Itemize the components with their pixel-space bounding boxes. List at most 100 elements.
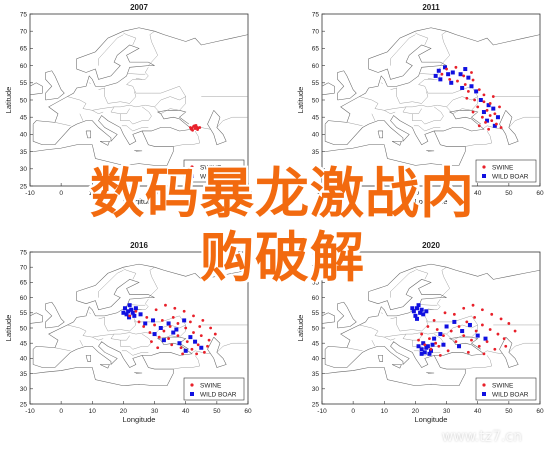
map-panel-2007: 2007 -10 0 10 20 30 40 50 60 25 30 35 40 45 50 55 60 65 70… [4,3,252,206]
wild-boar-point [475,333,480,338]
y-tick-label: 35 [312,149,320,156]
coastline [134,150,143,152]
swine-point [498,105,501,109]
country-border [216,343,248,353]
country-border [346,347,363,351]
overlay-title: 数码暴龙激战内 购破解 [30,162,535,290]
swine-point [470,71,473,74]
country-border [104,91,137,104]
swine-point [465,96,469,100]
swine-point [156,346,160,350]
swine-point [435,328,439,331]
wild-boar-point [449,80,454,85]
y-axis-label: Latitude [4,315,13,342]
panel-title: 2007 [130,3,148,12]
country-border [79,113,84,121]
wild-boar-point [414,306,419,311]
legend-wild-boar-marker [482,174,486,178]
x-tick-label: 0 [59,408,63,415]
swine-point [463,83,467,86]
coastline [278,43,309,53]
y-tick-label: 30 [20,386,28,393]
swine-point [477,124,481,128]
country-border [508,343,540,353]
wild-boar-point [130,310,135,315]
x-tick-label: 50 [213,190,221,197]
swine-point [488,114,492,117]
country-border [384,336,396,341]
y-tick-label: 50 [312,97,320,104]
x-tick-label: 50 [213,408,221,415]
x-tick-label: 30 [151,408,159,415]
coastline [325,144,463,166]
swine-point [493,112,497,116]
wild-boar-point [122,306,127,311]
swine-point [448,77,452,81]
swine-point [190,347,194,351]
swine-point [428,337,431,341]
wild-boar-point [450,70,455,75]
y-tick-label: 75 [20,249,28,256]
swine-point [438,353,442,357]
y-tick-label: 65 [20,46,28,53]
y-axis-label: Latitude [4,87,13,114]
country-border [216,116,248,128]
wild-boar-point [430,342,435,347]
y-tick-label: 30 [312,386,320,393]
swine-point [499,317,503,321]
swine-point [201,319,205,322]
swine-point [198,126,202,129]
y-tick-label: 60 [20,63,28,70]
country-border [123,268,137,280]
country-border [54,347,71,351]
swine-point [476,105,480,109]
country-border [92,336,104,341]
swine-point [452,312,456,316]
country-border [89,82,91,84]
x-tick-label: 60 [244,190,252,197]
country-border [446,96,478,115]
x-tick-label: 60 [244,408,252,415]
x-tick-label: -10 [317,408,327,415]
swine-point [485,340,489,344]
swine-point [491,95,495,98]
panel-title: 2016 [130,241,148,250]
swine-point [477,344,481,348]
wild-boar-point [457,344,462,349]
coastline [33,367,171,387]
wild-boar-point [129,307,134,312]
x-tick-label: 30 [443,408,451,415]
wild-boar-point [452,319,457,324]
wild-boar-point [416,303,421,308]
coastline [324,263,540,350]
wild-boar-point [491,106,496,111]
swine-point [157,335,161,339]
swine-point [480,115,484,119]
swine-point [148,331,152,334]
swine-point [490,312,494,316]
country-border [390,34,416,66]
wild-boar-point [444,324,449,329]
country-border [148,267,158,298]
y-tick-label: 60 [312,295,320,302]
swine-point [150,340,153,344]
wild-boar-point [432,336,437,341]
wild-boar-point [463,67,468,72]
country-border [89,312,91,314]
coastline [207,110,227,146]
legend-swine-label: SWINE [200,165,222,172]
swine-point [504,344,508,348]
coastline [391,141,402,146]
country-border [440,31,450,66]
coastline [426,372,435,374]
swine-point [488,328,492,331]
country-border [465,130,492,147]
wild-boar-point [424,345,429,350]
map-panel-2016: 2016 -10 0 10 20 30 40 50 60 25 30 35 40 45 50 55 60 65 70… [4,241,252,424]
coastline [324,110,485,146]
swine-point [184,326,188,330]
country-border [121,125,149,132]
country-border [446,324,478,341]
y-tick-label: 55 [312,80,320,87]
swine-point [203,350,206,354]
